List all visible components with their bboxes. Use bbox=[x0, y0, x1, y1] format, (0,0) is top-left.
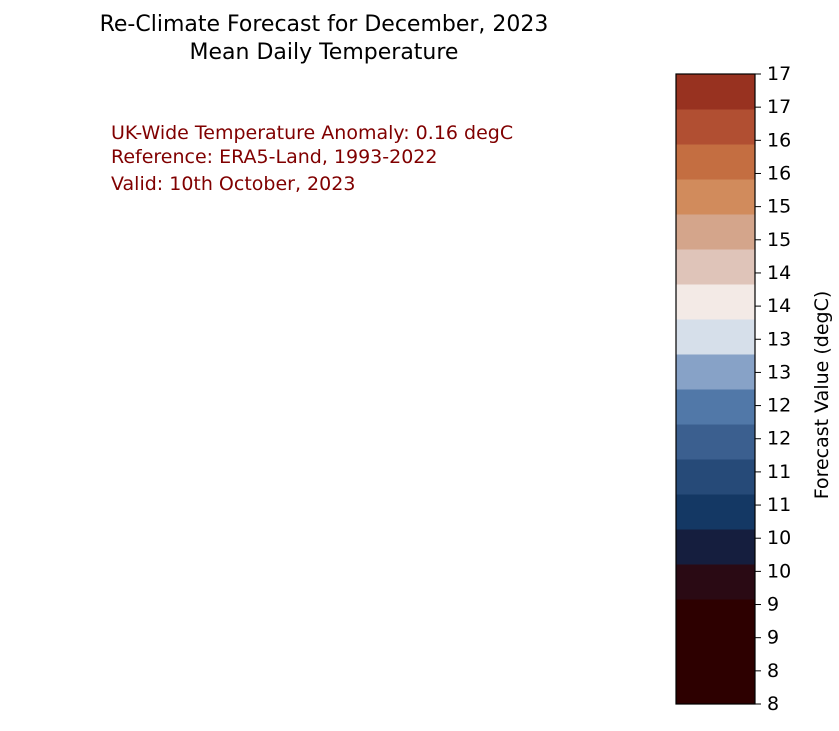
colorbar-frame bbox=[675, 73, 756, 705]
colorbar-band bbox=[676, 109, 755, 145]
title-line-1: Re-Climate Forecast for December, 2023 bbox=[99, 12, 549, 37]
colorbar-tick-label: 17 bbox=[767, 63, 791, 85]
colorbar-tick-label: 10 bbox=[767, 527, 791, 549]
colorbar-tick-label: 13 bbox=[767, 361, 791, 383]
colorbar-tick-label: 14 bbox=[767, 262, 791, 284]
colorbar-tick-label: 13 bbox=[767, 328, 791, 350]
colorbar-tick-label: 10 bbox=[767, 560, 791, 582]
colorbar-band bbox=[676, 284, 755, 320]
colorbar-band bbox=[676, 144, 755, 180]
colorbar-band bbox=[676, 214, 755, 250]
colorbar-tick-label: 12 bbox=[767, 428, 791, 450]
colorbar-tick-label: 9 bbox=[767, 627, 779, 649]
colorbar-tick-label: 11 bbox=[767, 494, 791, 516]
colorbar-band bbox=[676, 424, 755, 460]
colorbar-band bbox=[676, 564, 755, 600]
colorbar-band bbox=[676, 179, 755, 215]
colorbar-tick-label: 15 bbox=[767, 229, 791, 251]
colorbar-tick-label: 9 bbox=[767, 594, 779, 616]
colorbar-band bbox=[676, 529, 755, 565]
colorbar-band bbox=[676, 494, 755, 530]
colorbar-tick-label: 12 bbox=[767, 395, 791, 417]
colorbar-tick-label: 8 bbox=[767, 660, 779, 682]
colorbar-axis-label: Forecast Value (degC) bbox=[811, 291, 833, 500]
colorbar-band bbox=[676, 634, 755, 670]
title-line-2: Mean Daily Temperature bbox=[189, 40, 459, 65]
anomaly-annotation: UK-Wide Temperature Anomaly: 0.16 degC bbox=[111, 122, 514, 144]
colorbar-tick-label: 17 bbox=[767, 96, 791, 118]
colorbar-tick-label: 14 bbox=[767, 295, 791, 317]
colorbar-band bbox=[676, 669, 755, 705]
reference-annotation: Reference: ERA5-Land, 1993-2022 bbox=[111, 146, 438, 168]
colorbar-band bbox=[676, 599, 755, 635]
colorbar-band bbox=[676, 249, 755, 285]
colorbar-band bbox=[676, 74, 755, 110]
colorbar-band bbox=[676, 319, 755, 355]
colorbar-tick-label: 11 bbox=[767, 461, 791, 483]
colorbar-tick-label: 15 bbox=[767, 196, 791, 218]
colorbar-band bbox=[676, 354, 755, 390]
colorbar-tick-label: 8 bbox=[767, 693, 779, 715]
valid-date-annotation: Valid: 10th October, 2023 bbox=[111, 173, 356, 195]
colorbar-band bbox=[676, 459, 755, 495]
colorbar-band bbox=[676, 389, 755, 425]
colorbar-tick-label: 16 bbox=[767, 129, 791, 151]
colorbar-tick-label: 16 bbox=[767, 162, 791, 184]
